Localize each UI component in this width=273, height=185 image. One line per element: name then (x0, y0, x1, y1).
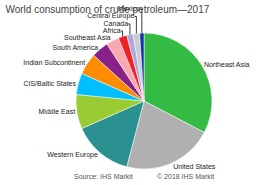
svg-text:Source: IHS Markit: Source: IHS Markit (74, 173, 133, 180)
svg-text:Southeast Asia: Southeast Asia (64, 34, 111, 41)
svg-text:Northeast Asia: Northeast Asia (204, 61, 250, 68)
svg-text:© 2018 IHS Markit: © 2018 IHS Markit (157, 173, 214, 180)
svg-text:CIS/Baltic States: CIS/Baltic States (23, 80, 76, 87)
svg-text:Africa: Africa (103, 27, 121, 34)
svg-text:United States: United States (173, 163, 216, 170)
svg-text:Central Europe: Central Europe (87, 12, 134, 20)
svg-text:Middle East: Middle East (38, 108, 75, 115)
svg-text:World consumption of crude pet: World consumption of crude petroleum—201… (5, 4, 209, 15)
svg-text:Indian Subcontinent: Indian Subcontinent (23, 59, 85, 66)
svg-text:Mexico: Mexico (118, 5, 140, 12)
svg-text:Canada: Canada (104, 20, 129, 27)
svg-text:Western Europe: Western Europe (47, 151, 98, 159)
svg-text:South America: South America (53, 44, 99, 51)
